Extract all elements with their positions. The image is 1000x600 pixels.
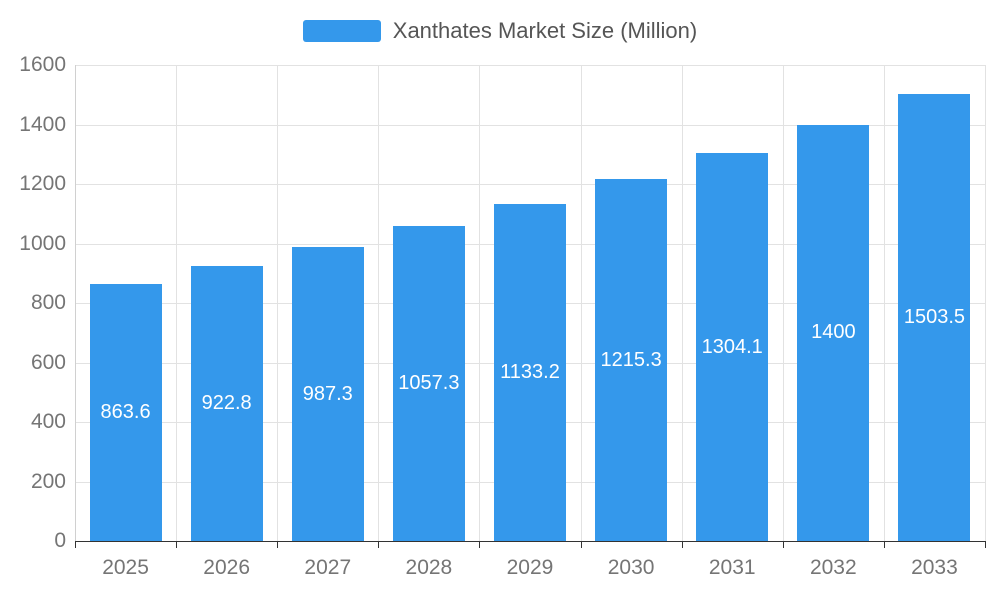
y-axis-tick-label: 800 (30, 291, 66, 314)
x-axis-tick-label: 2030 (607, 556, 655, 579)
bar-value-label: 1503.5 (903, 305, 966, 328)
y-axis-tick-label: 600 (30, 350, 66, 374)
y-axis-line (75, 65, 76, 541)
bar-2033[interactable]: 1503.5 (898, 93, 971, 541)
gridline-vertical (277, 65, 279, 541)
bar-value-label: 1215.3 (600, 348, 662, 371)
bar-2026[interactable]: 922.8 (190, 266, 263, 541)
x-axis-tick (378, 542, 380, 548)
bar-value-label: 1133.2 (500, 360, 560, 383)
bar-value-label: 863.6 (100, 401, 151, 424)
x-axis-tick-label: 2033 (911, 556, 958, 579)
bar-2031[interactable]: 1304.1 (696, 153, 769, 541)
x-axis-tick (479, 542, 481, 548)
y-axis-tick-label: 1400 (19, 112, 66, 136)
x-axis-line (75, 541, 986, 542)
gridline-vertical (580, 65, 582, 541)
x-axis-tick-label: 2032 (809, 556, 857, 579)
gridline-horizontal (75, 124, 985, 126)
gridline-vertical (681, 65, 683, 541)
bar-2029[interactable]: 1133.2 (494, 203, 566, 541)
gridline-vertical (985, 65, 986, 541)
x-axis-tick (681, 542, 683, 548)
x-axis-tick (176, 542, 178, 548)
bar-value-label: 1304.1 (701, 335, 763, 358)
gridline-horizontal (75, 184, 985, 185)
gridline-vertical (176, 65, 178, 541)
y-axis-tick-label: 0 (54, 529, 66, 552)
x-axis-tick-label: 2029 (506, 556, 554, 579)
x-axis-tick-label: 2026 (203, 556, 251, 579)
bar-2030[interactable]: 1215.3 (595, 179, 668, 541)
y-axis-tick-label: 1200 (19, 172, 66, 195)
x-axis-tick (277, 542, 279, 548)
x-axis-tick (883, 542, 885, 548)
gridline-vertical (883, 65, 885, 541)
gridline-vertical (378, 65, 380, 541)
x-axis-tick (782, 542, 784, 548)
x-axis-tick (580, 542, 582, 548)
bar-value-label: 987.3 (302, 382, 353, 405)
legend-swatch[interactable] (302, 20, 381, 42)
y-axis-tick-label: 400 (30, 410, 66, 433)
legend-label: Xanthates Market Size (Million) (392, 18, 698, 43)
x-axis-tick (985, 542, 986, 548)
bar-2027[interactable]: 987.3 (291, 247, 364, 541)
gridline-vertical (479, 65, 481, 541)
x-axis-tick (75, 542, 76, 548)
bar-2032[interactable]: 1400 (797, 124, 870, 541)
y-axis-tick-label: 1600 (19, 53, 66, 76)
gridline-vertical (782, 65, 784, 541)
y-axis-tick-label: 200 (30, 469, 66, 493)
bar-value-label: 1057.3 (398, 372, 460, 395)
x-axis-tick-label: 2027 (304, 556, 352, 579)
bar-value-label: 922.8 (201, 392, 252, 415)
x-axis-tick-label: 2025 (102, 556, 149, 579)
bar-2025[interactable]: 863.6 (89, 284, 162, 541)
plot-area: 863.6 922.8 987.3 1057.3 1133.2 1215.3 1304.1 1… (75, 65, 986, 541)
bar-2028[interactable]: 1057.3 (392, 226, 465, 541)
x-axis-tick-label: 2031 (708, 556, 756, 579)
x-axis-tick-label: 2028 (405, 556, 453, 579)
gridline-horizontal (75, 65, 985, 66)
bar-value-label: 1400 (811, 321, 856, 344)
legend[interactable]: Xanthates Market Size (Million) (0, 18, 1000, 44)
y-axis-tick-label: 1000 (19, 231, 66, 255)
